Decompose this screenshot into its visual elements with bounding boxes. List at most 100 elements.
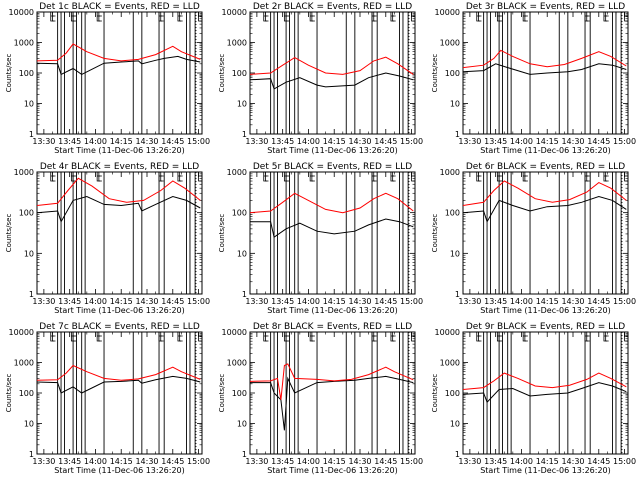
detector-panel-9: 1 10 100 1000 10000 13:30 13:45 14:00 14:15 14:30… — [431, 322, 636, 475]
x-tick-label: 13:45 — [271, 297, 294, 306]
flag-mark — [605, 332, 609, 342]
flag-mark — [98, 12, 102, 22]
flag-mark — [179, 12, 183, 22]
flag-mark — [605, 12, 609, 22]
flag-mark — [52, 332, 56, 342]
y-axis-label: Counts/sec — [218, 374, 226, 413]
y-axis-label: Counts/sec — [5, 214, 13, 253]
y-tick-label: 1 — [29, 290, 34, 299]
y-tick-label: 10 — [450, 249, 460, 258]
y-tick-label: 1000 — [227, 359, 247, 368]
x-tick-label: 14:30 — [348, 137, 371, 146]
x-tick-label: 13:30 — [32, 137, 55, 146]
x-axis-label: Start Time (11-Dec-06 13:26:20) — [267, 466, 398, 475]
y-tick-label: 1 — [29, 130, 34, 139]
x-tick-label: 13:45 — [271, 457, 294, 466]
flag-mark — [586, 332, 590, 342]
y-tick-label: 10000 — [435, 8, 460, 17]
flag-mark — [265, 332, 269, 342]
y-tick-label: 10 — [450, 420, 460, 429]
x-tick-label: 13:30 — [458, 137, 481, 146]
flag-mark — [524, 12, 528, 22]
series-line-lld — [36, 364, 201, 381]
x-tick-label: 15:00 — [613, 137, 636, 146]
y-axis-label: Counts/sec — [218, 214, 226, 253]
series-line-lld — [36, 177, 201, 206]
flag-mark — [586, 172, 590, 182]
series-line-lld — [36, 43, 201, 62]
x-tick-label: 14:15 — [110, 297, 133, 306]
y-tick-label: 100 — [232, 209, 247, 218]
x-tick-label: 14:45 — [587, 137, 610, 146]
x-tick-label: 13:45 — [484, 137, 507, 146]
x-tick-label: 14:15 — [536, 457, 559, 466]
x-axis-label: Start Time (11-Dec-06 13:26:20) — [54, 466, 185, 475]
flag-mark — [160, 172, 164, 182]
panel-title: Det 4r BLACK = Events, RED = LLD — [40, 162, 199, 172]
plot-frame — [462, 171, 629, 295]
detector-panel-8: 1 10 100 1000 10000 13:30 13:45 14:00 14:15 14:30… — [218, 322, 423, 475]
y-axis-label: Counts/sec — [431, 214, 439, 253]
flag-mark — [285, 12, 290, 22]
x-tick-label: 14:45 — [161, 137, 184, 146]
y-tick-label: 1000 — [440, 359, 460, 368]
y-tick-label: 10000 — [435, 328, 460, 337]
x-axis-label: Start Time (11-Dec-06 13:26:20) — [480, 466, 611, 475]
x-tick-label: 14:45 — [374, 137, 397, 146]
flag-mark — [478, 172, 482, 182]
panel-title: Det 3r BLACK = Events, RED = LLD — [466, 2, 625, 12]
x-axis-label: Start Time (11-Dec-06 13:26:20) — [480, 146, 611, 155]
series-line-lld — [462, 49, 627, 69]
x-tick-label: 13:45 — [58, 457, 81, 466]
y-tick-label: 10000 — [9, 8, 34, 17]
series-line-lld — [249, 363, 414, 400]
plot-frame — [36, 11, 203, 135]
x-tick-label: 15:00 — [187, 137, 210, 146]
y-tick-label: 1 — [242, 290, 247, 299]
series-line-events — [462, 382, 627, 404]
x-tick-label: 13:30 — [32, 297, 55, 306]
x-tick-label: 14:45 — [587, 457, 610, 466]
detector-panel-3: 1 10 100 1000 10000 13:30 13:45 14:00 14:15 14:30… — [431, 2, 636, 155]
flag-mark — [311, 12, 315, 22]
x-tick-label: 13:30 — [245, 297, 268, 306]
panel-title: Det 9r BLACK = Events, RED = LLD — [466, 322, 625, 332]
series-line-events — [249, 72, 414, 90]
flag-mark — [52, 172, 56, 182]
flag-mark — [392, 12, 396, 22]
panel-title: Det 8r BLACK = Events, RED = LLD — [253, 322, 412, 332]
x-tick-label: 14:45 — [161, 297, 184, 306]
y-tick-label: 1 — [242, 450, 247, 459]
flag-mark — [478, 12, 482, 22]
detector-panel-7: 1 10 100 1000 10000 13:30 13:45 14:00 14:15 14:30… — [5, 322, 210, 475]
y-tick-label: 1 — [29, 450, 34, 459]
flag-mark — [98, 172, 102, 182]
detector-panel-2: 1 10 100 1000 10000 13:30 13:45 14:00 14:15 14:30… — [218, 2, 423, 155]
panel-title: Det 2r BLACK = Events, RED = LLD — [253, 2, 412, 12]
x-axis-label: Start Time (11-Dec-06 13:26:20) — [267, 146, 398, 155]
flag-mark — [498, 12, 503, 22]
series-line-events — [250, 218, 414, 239]
plot-frame — [462, 331, 629, 455]
x-tick-label: 13:45 — [484, 457, 507, 466]
x-tick-label: 14:30 — [135, 297, 158, 306]
flag-mark — [392, 332, 396, 342]
x-tick-label: 14:30 — [561, 137, 584, 146]
detector-panel-6: 1 10 100 1000 13:30 13:45 14:00 14:15 14:30 14:45… — [431, 162, 636, 315]
flag-mark — [311, 332, 315, 342]
y-tick-label: 1000 — [227, 39, 247, 48]
series-line-events — [250, 375, 414, 431]
series-line-events — [36, 375, 201, 394]
y-tick-label: 100 — [232, 69, 247, 78]
y-tick-label: 1 — [455, 290, 460, 299]
x-tick-label: 13:45 — [58, 137, 81, 146]
x-tick-label: 14:00 — [84, 137, 107, 146]
x-tick-label: 14:00 — [297, 457, 320, 466]
series-line-lld — [462, 180, 627, 206]
flag-mark — [392, 172, 396, 182]
plot-frame — [36, 171, 203, 295]
y-axis-label: Counts/sec — [218, 54, 226, 93]
panel-title: Det 1c BLACK = Events, RED = LLD — [39, 2, 200, 12]
y-tick-label: 100 — [232, 389, 247, 398]
x-tick-label: 13:45 — [484, 297, 507, 306]
